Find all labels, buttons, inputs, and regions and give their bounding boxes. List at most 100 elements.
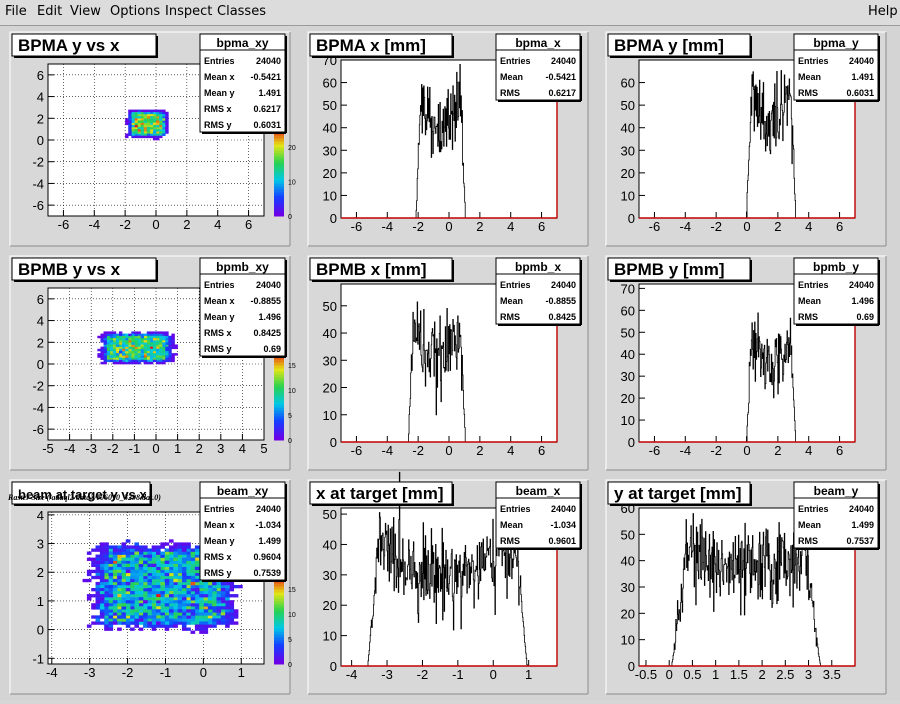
heatmap-cell <box>130 563 135 568</box>
y-tick-label: 50 <box>323 98 337 113</box>
heatmap-cells <box>125 109 169 141</box>
stats-value: 0.8425 <box>253 328 281 338</box>
heatmap-cell <box>140 111 144 115</box>
heatmap-cell <box>156 120 160 123</box>
heatmap-cell <box>131 122 135 126</box>
heatmap-cell <box>186 575 191 580</box>
heatmap-cell <box>103 340 107 343</box>
root-canvas[interactable]: -6 -4 -2 0 2 4 6 -6 -4 -2 0 2 4 6 0 10 20 BPMA y vs x bpma… <box>0 26 900 700</box>
heatmap-cell <box>143 333 148 337</box>
heatmap-cell <box>137 344 141 347</box>
menu-inspect[interactable]: Inspect <box>165 4 213 19</box>
heatmap-cell <box>108 597 114 601</box>
heatmap-cell <box>173 609 178 613</box>
heatmap-cell <box>152 353 157 356</box>
heatmap-cell <box>199 584 204 589</box>
heatmap-cell <box>156 597 161 601</box>
heatmap-cell <box>203 603 209 607</box>
stats-label: RMS <box>500 536 520 546</box>
y-tick-label: 1 <box>37 594 44 609</box>
menu-view[interactable]: View <box>70 4 101 19</box>
heatmap-cell <box>138 612 144 616</box>
heatmap-cell <box>143 342 148 345</box>
heatmap-cell <box>152 116 157 119</box>
heatmap-cell <box>109 340 114 343</box>
heatmap-cell <box>160 588 165 592</box>
heatmap-cell <box>109 355 114 358</box>
menu-edit[interactable]: Edit <box>37 4 63 19</box>
heatmap-cell <box>140 346 144 350</box>
x-tick-label: 4 <box>805 219 812 234</box>
heatmap-cell <box>143 578 148 583</box>
heatmap-cell <box>194 581 200 586</box>
heatmap-cell <box>146 331 151 334</box>
heatmap-cell <box>203 597 209 601</box>
heatmap-cell <box>131 111 135 115</box>
heatmap-cell <box>146 350 151 354</box>
heatmap-cell <box>121 572 127 577</box>
heatmap-cell <box>146 342 151 345</box>
heatmap-cell <box>194 594 200 598</box>
heatmap-cell <box>112 615 118 619</box>
heatmap-cell <box>128 116 132 119</box>
heatmap-cell <box>220 618 226 622</box>
heatmap-cell <box>165 120 169 123</box>
palette-step <box>274 619 284 623</box>
heatmap-cell <box>121 554 127 558</box>
palette-label: 15 <box>288 587 296 594</box>
stats-value: 1.496 <box>851 296 874 306</box>
menu-options[interactable]: Options <box>110 4 161 19</box>
y-tick-label: 40 <box>323 121 337 136</box>
palette-step <box>274 207 284 211</box>
heatmap-cell <box>216 606 222 610</box>
heatmap-cell <box>117 557 122 561</box>
heatmap-cell <box>146 131 151 134</box>
y-tick-label: 20 <box>621 606 635 621</box>
heatmap-cell <box>199 618 204 622</box>
heatmap-cell <box>99 603 105 607</box>
heatmap-cell <box>109 333 114 337</box>
heatmap-cell <box>137 118 141 121</box>
heatmap-cell <box>109 353 114 356</box>
menu-file[interactable]: File <box>5 4 27 19</box>
palette-step <box>274 180 284 184</box>
heatmap-cell <box>162 118 166 121</box>
heatmap-cell <box>115 350 120 354</box>
heatmap-cell <box>131 335 135 339</box>
heatmap-cell <box>128 350 132 354</box>
y-tick-label: 50 <box>621 527 635 542</box>
heatmap-cell <box>194 554 200 558</box>
heatmap-cell <box>100 350 104 354</box>
heatmap-cell <box>134 621 140 625</box>
heatmap-cell <box>103 353 107 356</box>
heatmap-cell <box>104 597 109 601</box>
heatmap-cell <box>168 621 174 625</box>
heatmap-cell <box>130 554 135 558</box>
y-tick-label: 6 <box>37 68 44 83</box>
heatmap-cell <box>100 361 104 365</box>
heatmap-cell <box>117 545 122 549</box>
y-tick-label: 40 <box>323 537 337 552</box>
heatmap-cell <box>143 111 148 115</box>
heatmap-cell <box>203 581 209 586</box>
heatmap-cell <box>146 353 151 356</box>
heatmap-cell <box>220 591 226 595</box>
heatmap-cell <box>233 584 239 589</box>
heatmap-cell <box>131 340 135 343</box>
heatmap-cell <box>131 357 135 360</box>
heatmap-cell <box>173 551 178 555</box>
palette-label: 10 <box>288 612 296 619</box>
heatmap-cell <box>181 618 187 622</box>
heatmap-cell <box>199 621 204 625</box>
heatmap-cell <box>199 606 204 610</box>
heatmap-cell <box>143 337 148 341</box>
menu-help[interactable]: Help <box>868 4 898 19</box>
heatmap-cell <box>143 353 148 356</box>
menu-classes[interactable]: Classes <box>217 4 266 19</box>
heatmap-cell <box>97 348 101 352</box>
heatmap-cell <box>134 359 138 363</box>
heatmap-cell <box>134 545 140 549</box>
heatmap-cell <box>128 333 132 337</box>
heatmap-cell <box>117 615 122 619</box>
